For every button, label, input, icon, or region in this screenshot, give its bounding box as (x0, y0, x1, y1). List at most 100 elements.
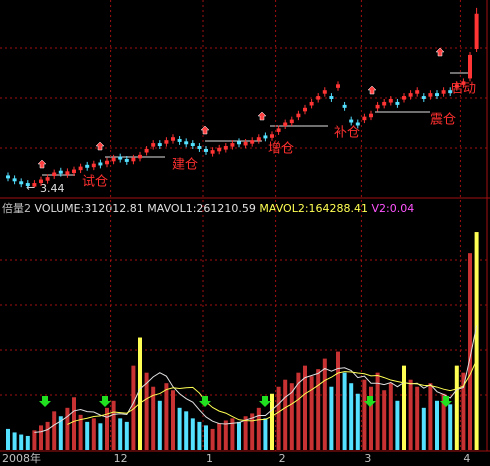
candle-body (111, 157, 116, 162)
candle-body (408, 93, 413, 97)
volume-bar (190, 418, 195, 450)
volume-bar (12, 432, 17, 450)
volume-bar (329, 386, 334, 450)
x-tick-label: 4 (463, 452, 470, 465)
candle-body (270, 134, 274, 138)
volume-bar (171, 390, 175, 450)
candle-body (250, 140, 255, 144)
candle-body (197, 146, 202, 149)
volume-bar (197, 421, 202, 450)
candle-body (283, 122, 288, 127)
volume-bar (415, 386, 420, 450)
header-part: 倍量2 (2, 201, 31, 215)
candle-body (25, 183, 30, 187)
volume-bar (223, 420, 228, 450)
candle-body (45, 177, 50, 181)
candle-body (78, 166, 83, 171)
volume-bar (355, 393, 360, 450)
candle-body (217, 147, 222, 152)
volume-bar (421, 407, 426, 450)
volume-bar (131, 365, 136, 450)
volume-bar (72, 397, 76, 450)
volume-bar (105, 407, 109, 450)
annotation: 补仓 (334, 126, 360, 141)
volume-bar (91, 418, 96, 450)
volume-bar (375, 372, 380, 450)
candle-body (243, 141, 248, 146)
candle-body (375, 104, 380, 109)
volume-bar (250, 413, 255, 450)
buy-marker (435, 47, 445, 57)
candle-body (58, 170, 63, 174)
volume-bar (230, 418, 235, 450)
volume-bar (342, 372, 347, 450)
candle-body (124, 158, 129, 162)
volume-bar (276, 386, 281, 450)
volume-bar (210, 428, 215, 450)
candle-body (415, 90, 420, 94)
volume-bar (395, 400, 400, 450)
arrow: ← (26, 181, 35, 194)
candle-body (388, 99, 393, 103)
candle-body (421, 96, 426, 99)
volume-bar (138, 337, 142, 450)
volume-bar (217, 423, 222, 450)
volume-bar (111, 400, 116, 450)
candle-body (12, 178, 17, 182)
candle-body (230, 143, 235, 147)
volume-bar (157, 400, 162, 450)
candle-body (52, 172, 57, 177)
volume-header: 倍量2 VOLUME:312012.81 MAVOL1:261210.59 MA… (2, 201, 414, 215)
buy-marker (257, 111, 267, 121)
volume-bar (454, 365, 459, 450)
annotation: 增仓 (268, 142, 294, 157)
volume-bar (164, 383, 169, 450)
candle-body (190, 143, 195, 147)
volume-bar (85, 421, 90, 450)
volume-bar (6, 428, 10, 450)
x-tick-label: 2 (279, 452, 286, 465)
candle-body (204, 148, 208, 152)
candle-body (19, 181, 24, 185)
volume-bar (322, 358, 327, 450)
volume-bar (256, 407, 261, 450)
header-part: VOLUME:312012.81 (35, 202, 144, 215)
x-tick-label: 3 (364, 452, 371, 465)
volume-bar (65, 407, 70, 450)
candle-body (454, 84, 459, 88)
annotation: 建仓 (172, 158, 198, 173)
candle-body (210, 150, 215, 154)
volume-bar (52, 411, 57, 450)
candle-body (316, 96, 321, 100)
volume-bar (177, 407, 182, 450)
volume-bar (428, 383, 433, 450)
volume-bar (39, 425, 43, 450)
volume-bar (19, 434, 24, 450)
candle-body (435, 93, 439, 97)
volume-bar (263, 418, 268, 450)
volume-bar (468, 253, 472, 450)
volume-bar (349, 383, 354, 450)
candle-body (98, 162, 103, 166)
candle-body (448, 90, 453, 94)
volume-bar (316, 369, 321, 450)
candle-body (329, 96, 334, 99)
candle-body (177, 138, 182, 142)
candle-body (428, 93, 433, 97)
ma-line (67, 359, 478, 425)
candle-body (151, 143, 156, 147)
candle-body (65, 171, 70, 175)
signal-arrow (39, 396, 51, 407)
volume-bar (303, 365, 307, 450)
annotation: 震仓 (430, 113, 456, 128)
candle-body (6, 175, 10, 179)
volume-bar (474, 232, 479, 450)
volume-bar (124, 421, 129, 450)
volume-bar (58, 416, 63, 450)
volume-bar (32, 430, 37, 450)
support-lines (42, 72, 470, 176)
volume-bar (118, 418, 123, 450)
volume-bar (461, 372, 466, 450)
candle-body (362, 116, 367, 121)
